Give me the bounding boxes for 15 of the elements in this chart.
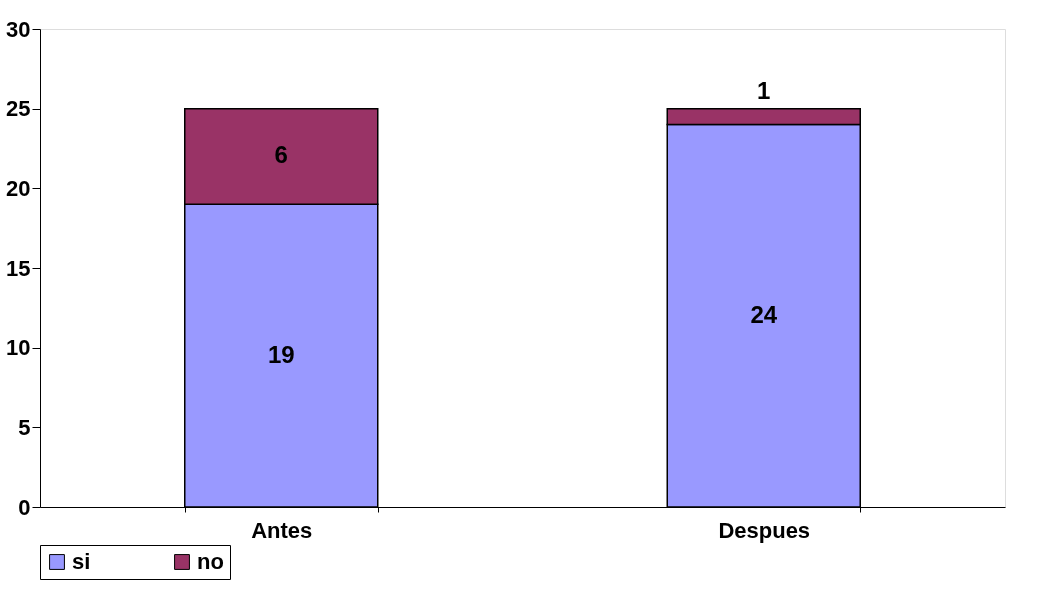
y-tick-label: 15	[6, 255, 31, 281]
x-tick-label: Antes	[251, 517, 313, 543]
data-label: 24	[750, 300, 778, 328]
data-label: 19	[267, 340, 295, 368]
x-tick-label: Despues	[718, 517, 811, 543]
y-tick-label: 5	[18, 414, 31, 440]
legend-label: si	[72, 549, 91, 574]
legend-label: no	[197, 549, 224, 574]
y-tick-label: 0	[18, 494, 31, 520]
data-label: 6	[274, 141, 288, 169]
y-tick-label: 10	[6, 335, 31, 361]
y-tick-label: 30	[6, 16, 31, 42]
y-tick-label: 25	[6, 96, 31, 122]
y-tick-label: 20	[6, 175, 31, 201]
data-label: 1	[757, 76, 771, 104]
